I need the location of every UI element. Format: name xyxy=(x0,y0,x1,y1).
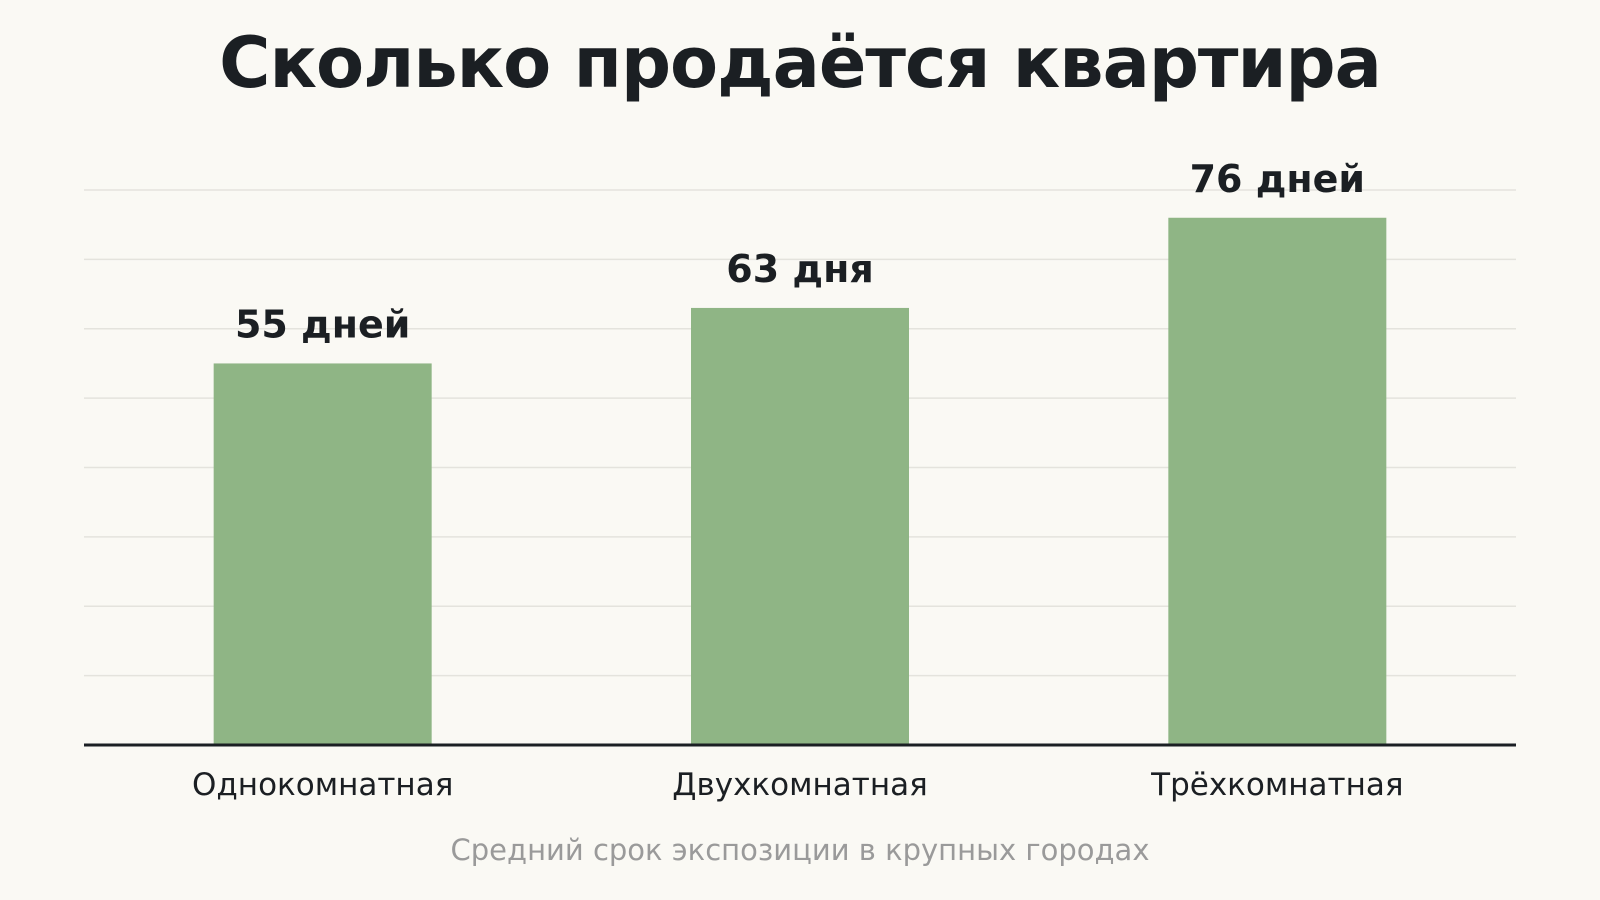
bar xyxy=(691,307,909,745)
bar xyxy=(1168,217,1387,745)
bars xyxy=(213,217,1387,745)
data-label: 76 дней xyxy=(1190,157,1365,201)
category-label: Однокомнатная xyxy=(192,767,453,803)
bar xyxy=(213,363,432,745)
data-label: 55 дней xyxy=(235,302,410,346)
category-label: Трёхкомнатная xyxy=(1150,767,1403,803)
chart-title: Сколько продаётся квартира xyxy=(219,22,1382,104)
category-labels: Однокомнатная Двухкомнатная Трёхкомнатная xyxy=(192,767,1404,803)
data-label: 63 дня xyxy=(726,247,873,291)
chart-subtitle: Средний срок экспозиции в крупных города… xyxy=(450,833,1150,867)
category-label: Двухкомнатная xyxy=(672,767,928,803)
data-labels: 55 дней 63 дня 76 дней xyxy=(235,157,1365,347)
